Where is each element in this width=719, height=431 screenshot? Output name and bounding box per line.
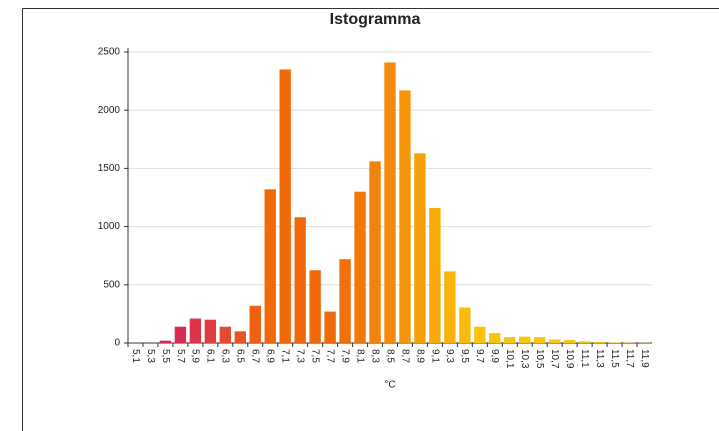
- x-tick-label: 8,5: [384, 349, 395, 363]
- x-tick-label: 9,7: [474, 349, 485, 363]
- x-tick-label: 11,1: [579, 349, 590, 368]
- bar: [339, 259, 351, 343]
- x-tick-label: 5,9: [190, 349, 201, 363]
- bar: [459, 307, 471, 343]
- x-tick-label: 7,1: [280, 349, 291, 363]
- x-tick-label: 11,3: [594, 349, 605, 368]
- y-tick-label: 1000: [98, 221, 121, 232]
- x-tick-label: 9,1: [429, 349, 440, 363]
- x-tick-label: 8,3: [369, 349, 380, 363]
- bar: [369, 161, 381, 343]
- bar: [489, 333, 501, 343]
- x-tick-label: 6,1: [205, 349, 216, 363]
- x-tick-label: 8,7: [399, 349, 410, 363]
- x-tick-label: 10,9: [564, 349, 575, 369]
- y-tick-label: 500: [103, 279, 120, 290]
- x-tick-label: 5,3: [145, 349, 156, 363]
- x-tick-label: 11,7: [624, 349, 635, 368]
- bar: [548, 339, 561, 343]
- bar: [219, 326, 232, 343]
- bar: [429, 207, 441, 343]
- x-tick-label: 10,3: [519, 349, 530, 369]
- x-tick-label: 6,5: [235, 349, 246, 363]
- bar: [384, 62, 396, 343]
- y-tick-label: 2000: [98, 105, 121, 116]
- bar: [159, 340, 172, 343]
- x-tick-label: 7,7: [324, 349, 335, 363]
- x-tick-label: 7,3: [295, 349, 306, 363]
- bar: [444, 271, 456, 343]
- bar: [563, 340, 576, 343]
- bar: [294, 217, 306, 343]
- x-tick-label: 8,9: [414, 349, 425, 363]
- x-tick-label: 5,7: [175, 349, 186, 363]
- x-tick-label: 11,9: [639, 349, 650, 368]
- x-tick-label: 11,5: [609, 349, 620, 368]
- bar: [234, 331, 246, 343]
- bar: [204, 319, 217, 343]
- x-tick-label: 9,5: [459, 349, 470, 363]
- x-tick-label: 10,5: [534, 349, 545, 369]
- y-tick-label: 0: [114, 338, 120, 349]
- bar: [608, 342, 621, 343]
- y-tick-label: 1500: [98, 163, 121, 174]
- x-tick-label: 10,1: [504, 349, 515, 369]
- y-tick-label: 2500: [98, 47, 121, 58]
- x-tick-label: 6,9: [265, 349, 276, 363]
- x-tick-label: 5,1: [130, 349, 141, 363]
- x-tick-label: 6,3: [220, 349, 231, 363]
- x-tick-label: 5,5: [160, 349, 171, 363]
- bar: [474, 326, 486, 343]
- x-tick-label: 6,7: [250, 349, 261, 363]
- chart-title: Istogramma: [330, 11, 421, 28]
- x-axis-label: °C: [384, 380, 395, 391]
- bar: [189, 318, 202, 343]
- bar: [324, 311, 336, 343]
- bar: [534, 337, 546, 343]
- x-tick-label: 8,1: [354, 349, 365, 363]
- bar: [593, 341, 606, 343]
- bar: [264, 189, 276, 343]
- x-tick-label: 7,9: [339, 349, 350, 363]
- bar: [354, 191, 366, 343]
- x-tick-label: 9,9: [489, 349, 500, 363]
- bar: [504, 337, 516, 343]
- bar: [249, 305, 261, 343]
- bar: [519, 336, 531, 343]
- x-tick-label: 7,5: [310, 349, 321, 363]
- bar: [578, 341, 591, 343]
- bar: [414, 153, 426, 343]
- x-tick-label: 10,7: [549, 349, 560, 369]
- bar: [174, 326, 187, 343]
- x-tick-label: 9,3: [444, 349, 455, 363]
- bar: [279, 69, 291, 344]
- bar: [309, 270, 321, 343]
- bar: [399, 90, 411, 343]
